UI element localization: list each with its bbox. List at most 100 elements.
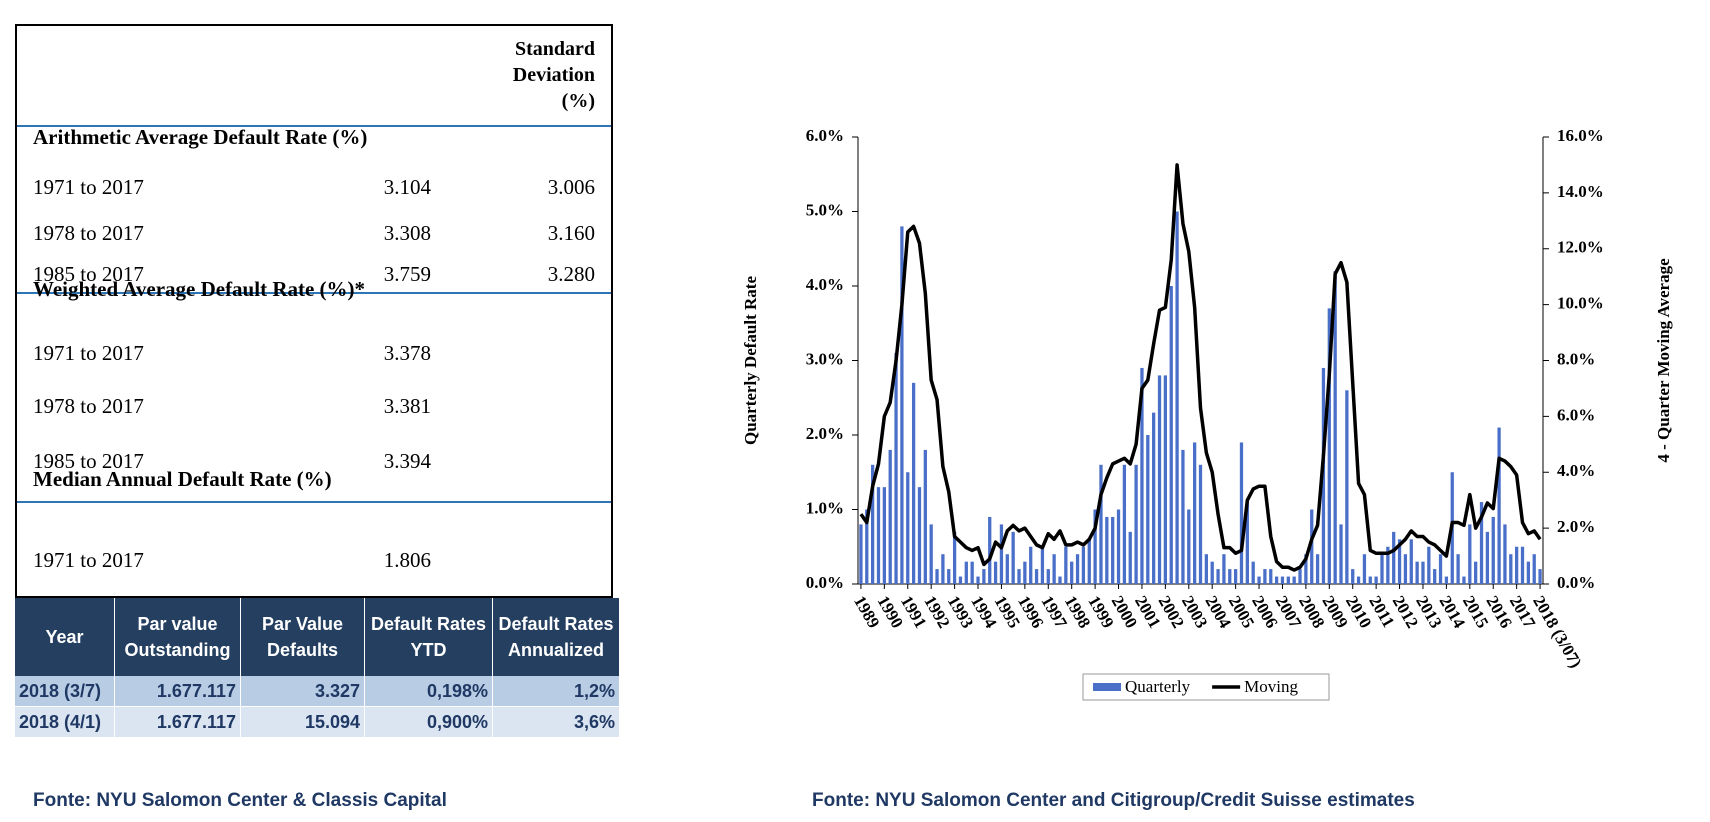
bar bbox=[988, 516, 992, 584]
bar bbox=[1286, 576, 1290, 584]
cell-value: 3.759 bbox=[383, 262, 431, 286]
bar bbox=[1421, 561, 1425, 584]
y-tick-label: 0.0% bbox=[806, 573, 844, 592]
legend-label: Moving bbox=[1244, 677, 1298, 696]
line bbox=[859, 163, 1542, 572]
cell-value: 3.378 bbox=[383, 341, 431, 365]
x-tick-label: 2018 (3/07) bbox=[1529, 592, 1585, 671]
bar bbox=[929, 524, 933, 584]
header-cell: Default Rates YTD bbox=[365, 598, 493, 676]
bar bbox=[1198, 464, 1203, 584]
bar bbox=[1456, 554, 1460, 584]
bar bbox=[1204, 554, 1208, 584]
cell-value: 3.006 bbox=[547, 175, 595, 199]
bar bbox=[1333, 271, 1337, 584]
bar bbox=[1280, 576, 1285, 584]
separator bbox=[17, 292, 611, 294]
bar bbox=[1433, 569, 1437, 584]
bar bbox=[1497, 427, 1501, 584]
cell-value: 1.806 bbox=[383, 548, 431, 572]
summary-table: Year Par value Outstanding Par Value Defau… bbox=[15, 598, 620, 738]
y-tick-label: 5.0% bbox=[806, 200, 844, 219]
bar bbox=[1105, 516, 1109, 584]
cell-value: 3.308 bbox=[383, 221, 431, 245]
bar bbox=[1181, 449, 1185, 584]
bar bbox=[1193, 442, 1197, 584]
y-tick-label: 3.0% bbox=[806, 349, 844, 368]
bar bbox=[1222, 554, 1226, 584]
bar bbox=[1515, 546, 1519, 584]
source-note: Fonte: NYU Salomon Center and Citigroup/… bbox=[812, 790, 1415, 811]
bar bbox=[1046, 569, 1050, 584]
bar bbox=[1532, 554, 1536, 584]
cell-value: 3.280 bbox=[547, 262, 595, 286]
bar bbox=[1239, 442, 1244, 584]
bar bbox=[1152, 412, 1156, 584]
y-tick-label: 1.0% bbox=[806, 498, 844, 517]
bar bbox=[1075, 554, 1080, 584]
y-axis-title: Quarterly Default Rate bbox=[741, 276, 760, 445]
table-cell: 2018 (4/1) bbox=[15, 707, 115, 738]
y2-tick-label: 0.0% bbox=[1557, 573, 1595, 592]
cell-value: 3.104 bbox=[383, 175, 431, 199]
y2-tick-label: 12.0% bbox=[1557, 238, 1604, 257]
bar bbox=[859, 524, 863, 584]
cell-value: 3.381 bbox=[383, 394, 431, 418]
separator bbox=[17, 125, 611, 127]
bar bbox=[1134, 464, 1138, 584]
bar bbox=[1397, 539, 1402, 584]
bar bbox=[1099, 464, 1103, 584]
bar bbox=[1257, 576, 1261, 584]
y2-tick-label: 8.0% bbox=[1557, 349, 1595, 368]
bar bbox=[917, 487, 922, 584]
bar bbox=[1023, 561, 1027, 584]
header-cell: Default Rates Annualized bbox=[493, 598, 620, 676]
table-cell: 1.677.117 bbox=[115, 707, 241, 738]
bar bbox=[1503, 524, 1507, 584]
bar bbox=[1292, 576, 1296, 584]
bar bbox=[1228, 569, 1232, 584]
bar bbox=[1128, 531, 1132, 584]
bar bbox=[1005, 554, 1009, 584]
section-title: Arithmetic Average Default Rate (%) bbox=[33, 125, 368, 149]
legend-label: Quarterly bbox=[1125, 677, 1191, 696]
header-cell: Par Value Defaults bbox=[241, 598, 365, 676]
y2-tick-label: 6.0% bbox=[1557, 405, 1595, 424]
bar bbox=[1485, 531, 1490, 584]
y-tick-label: 4.0% bbox=[806, 275, 844, 294]
bar bbox=[952, 531, 957, 584]
bar bbox=[888, 449, 892, 584]
table-cell: 2018 (3/7) bbox=[15, 676, 115, 707]
bar bbox=[1157, 375, 1162, 584]
cell-value: 3.394 bbox=[383, 449, 431, 473]
bar bbox=[1040, 546, 1045, 584]
stats-table: Standard Deviation (%) Arithmetic Averag… bbox=[15, 24, 613, 598]
bar bbox=[1444, 576, 1449, 584]
bar bbox=[1327, 308, 1331, 584]
bar bbox=[947, 569, 951, 584]
bar bbox=[1380, 554, 1384, 584]
bar bbox=[1269, 569, 1273, 584]
bar bbox=[911, 382, 916, 584]
bar bbox=[982, 569, 986, 584]
bar bbox=[1392, 531, 1396, 584]
cell-value: 3.160 bbox=[547, 221, 595, 245]
y2-tick-label: 2.0% bbox=[1557, 517, 1595, 536]
bar bbox=[1339, 524, 1343, 584]
bar bbox=[1146, 435, 1150, 584]
bar bbox=[1479, 502, 1484, 584]
bar bbox=[999, 524, 1004, 584]
bar bbox=[1345, 390, 1349, 584]
row-label: 1985 to 2017 bbox=[33, 449, 144, 473]
bar bbox=[1122, 464, 1127, 584]
table-cell: 0,900% bbox=[365, 707, 493, 738]
bar bbox=[1081, 546, 1086, 584]
bar bbox=[1070, 561, 1074, 584]
column-header: Standard Deviation (%) bbox=[512, 38, 595, 112]
bar bbox=[1187, 509, 1191, 584]
bar bbox=[1140, 367, 1144, 584]
bar bbox=[1093, 509, 1097, 584]
bar bbox=[1491, 516, 1495, 584]
bar bbox=[1409, 539, 1413, 584]
bar bbox=[1310, 509, 1314, 584]
